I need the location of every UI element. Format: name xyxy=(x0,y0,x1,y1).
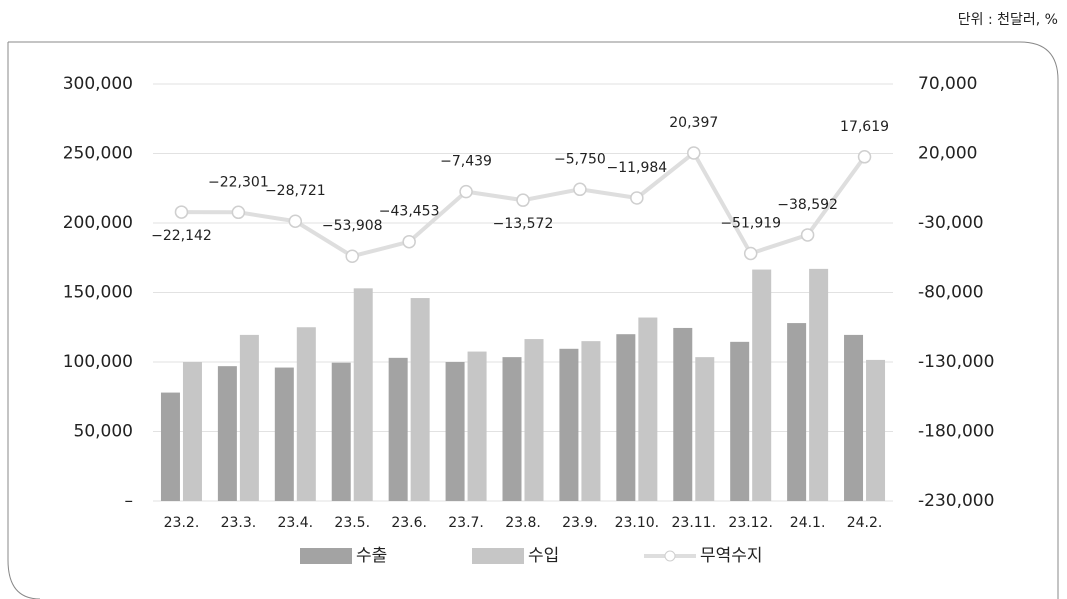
line-marker xyxy=(345,249,359,263)
bar xyxy=(239,334,259,501)
line-marker xyxy=(687,146,701,160)
legend-label: 수출 xyxy=(356,546,387,566)
line-marker xyxy=(516,193,530,207)
x-tick-label: 24.1. xyxy=(790,515,826,531)
data-label: −38,592 xyxy=(777,197,838,213)
data-label: −51,919 xyxy=(720,215,781,231)
x-tick-label: 24.2. xyxy=(847,515,883,531)
data-label: 17,619 xyxy=(840,119,889,135)
bar xyxy=(638,317,658,501)
y-tick-label: 50,000 xyxy=(74,422,133,442)
x-tick-label: 23.4. xyxy=(277,515,313,531)
data-label: 20,397 xyxy=(669,115,718,131)
bar xyxy=(410,298,430,501)
y-tick-label: 100,000 xyxy=(63,352,133,372)
line-marker xyxy=(402,234,416,249)
bar xyxy=(524,339,544,501)
bar xyxy=(353,288,373,501)
bar xyxy=(559,348,579,501)
data-label: −22,142 xyxy=(151,228,212,244)
x-tick-label: 23.2. xyxy=(164,515,200,531)
bar xyxy=(730,341,750,501)
x-tick-label: 23.8. xyxy=(505,515,541,531)
frame xyxy=(8,41,1059,599)
y-tick-label: – xyxy=(125,491,134,511)
line-marker xyxy=(800,228,815,242)
bar xyxy=(787,323,807,501)
bar xyxy=(809,268,829,501)
line-marker xyxy=(231,205,246,220)
y2-tick-label: -180,000 xyxy=(918,422,994,442)
y2-tick-label: -230,000 xyxy=(918,491,994,511)
bar xyxy=(502,357,522,501)
bar xyxy=(388,357,408,501)
y-tick-label: 300,000 xyxy=(63,74,133,94)
line-marker xyxy=(174,205,189,219)
data-label: −13,572 xyxy=(493,216,554,232)
y-tick-label: 150,000 xyxy=(63,283,133,303)
legend-label: 수입 xyxy=(528,546,559,566)
bar xyxy=(844,334,864,501)
y2-tick-label: -30,000 xyxy=(918,213,984,233)
data-label: −11,984 xyxy=(606,160,667,176)
data-label: −7,439 xyxy=(440,154,492,170)
bar xyxy=(296,327,316,501)
legend-swatch xyxy=(472,548,524,564)
x-tick-label: 23.7. xyxy=(448,515,484,531)
y2-tick-label: 70,000 xyxy=(918,74,977,94)
legend-swatch xyxy=(300,548,352,564)
x-tick-label: 23.6. xyxy=(391,515,427,531)
line-marker xyxy=(630,191,644,205)
legend-marker xyxy=(664,550,676,562)
bar xyxy=(331,362,351,501)
bar xyxy=(467,351,487,501)
x-tick-label: 23.5. xyxy=(334,515,370,531)
data-label: −53,908 xyxy=(322,218,383,234)
bar xyxy=(866,359,886,501)
bar xyxy=(695,357,715,501)
bar xyxy=(581,341,601,501)
x-tick-label: 23.10. xyxy=(615,515,660,531)
x-tick-label: 23.9. xyxy=(562,515,598,531)
bar xyxy=(445,362,465,501)
bar xyxy=(673,327,693,501)
line-marker xyxy=(573,182,587,197)
unit-note: 단위 : 천달러, % xyxy=(958,12,1058,28)
data-label: −22,301 xyxy=(208,174,269,190)
frame-left xyxy=(7,42,41,599)
bar xyxy=(752,269,772,501)
y2-tick-label: -130,000 xyxy=(918,352,994,372)
data-label: −43,453 xyxy=(379,204,440,220)
y-tick-label: 200,000 xyxy=(63,213,133,233)
bar xyxy=(182,362,202,501)
legend-label: 무역수지 xyxy=(700,546,763,566)
data-label: −28,721 xyxy=(265,183,326,199)
line-marker xyxy=(743,246,758,261)
y2-tick-label: -80,000 xyxy=(918,283,984,303)
x-tick-label: 23.3. xyxy=(221,515,257,531)
y-tick-label: 250,000 xyxy=(63,144,133,164)
y2-tick-label: 20,000 xyxy=(918,144,977,164)
line-marker xyxy=(288,214,303,228)
bar xyxy=(160,392,180,501)
data-label: −5,750 xyxy=(554,151,606,167)
line-marker xyxy=(459,184,473,199)
bar xyxy=(616,334,636,501)
line-marker xyxy=(857,150,872,164)
x-tick-label: 23.11. xyxy=(672,515,717,531)
x-tick-label: 23.12. xyxy=(728,515,773,531)
bar xyxy=(217,366,237,501)
bar xyxy=(274,367,294,501)
